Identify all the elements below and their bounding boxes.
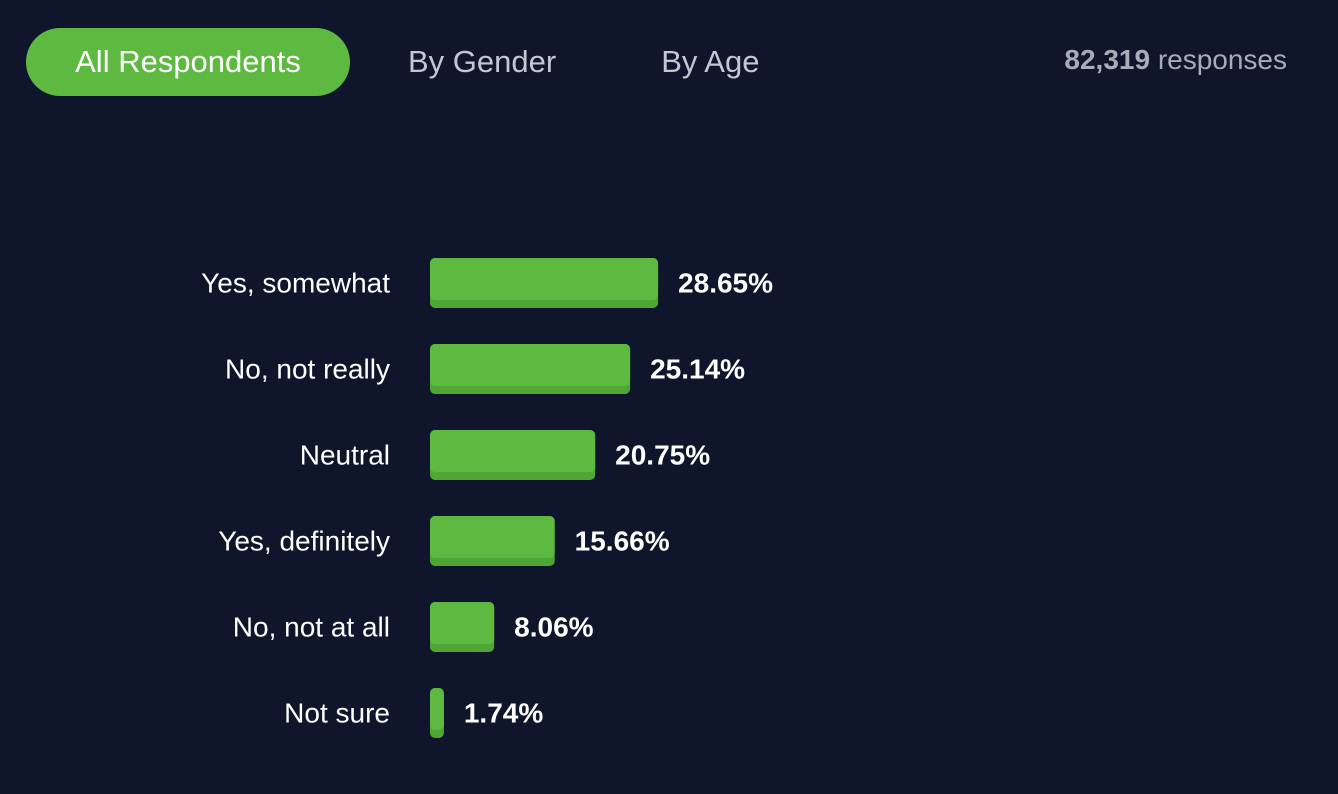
bar-fill xyxy=(430,258,659,300)
value-label-not-sure: 1.74% xyxy=(464,698,543,729)
bar-yes-somewhat xyxy=(430,258,659,308)
bar-fill xyxy=(430,516,555,558)
value-label-neutral: 20.75% xyxy=(615,440,710,471)
response-count-label: responses xyxy=(1157,44,1287,75)
value-label-no-not-at-all: 8.06% xyxy=(514,612,593,643)
tab-all-respondents[interactable]: All Respondents xyxy=(26,28,350,96)
bar-yes-definitely xyxy=(430,516,555,566)
bar-neutral xyxy=(430,430,596,480)
category-label-neutral: Neutral xyxy=(300,440,390,471)
response-count-number: 82,319 xyxy=(1064,44,1151,75)
bar-fill xyxy=(430,430,596,472)
category-label-no-not-really: No, not really xyxy=(225,354,390,385)
value-label-yes-somewhat: 28.65% xyxy=(678,268,773,299)
category-label-yes-somewhat: Yes, somewhat xyxy=(201,268,390,299)
value-label-yes-definitely: 15.66% xyxy=(575,526,670,557)
bar-fill xyxy=(430,602,495,644)
bar-no-not-really xyxy=(430,344,631,394)
response-count: 82,319 responses xyxy=(1064,44,1287,76)
bar-fill xyxy=(430,344,631,386)
category-label-no-not-at-all: No, not at all xyxy=(233,612,390,643)
category-label-not-sure: Not sure xyxy=(284,698,390,729)
tab-by-age[interactable]: By Age xyxy=(661,44,760,79)
bar-not-sure xyxy=(430,688,444,738)
tab-bar: All Respondents By Gender By Age xyxy=(26,28,759,96)
bar-no-not-at-all xyxy=(430,602,495,652)
value-label-no-not-really: 25.14% xyxy=(650,354,745,385)
tab-by-gender[interactable]: By Gender xyxy=(408,44,557,79)
category-label-yes-definitely: Yes, definitely xyxy=(218,526,390,557)
bar-fill xyxy=(430,688,444,730)
